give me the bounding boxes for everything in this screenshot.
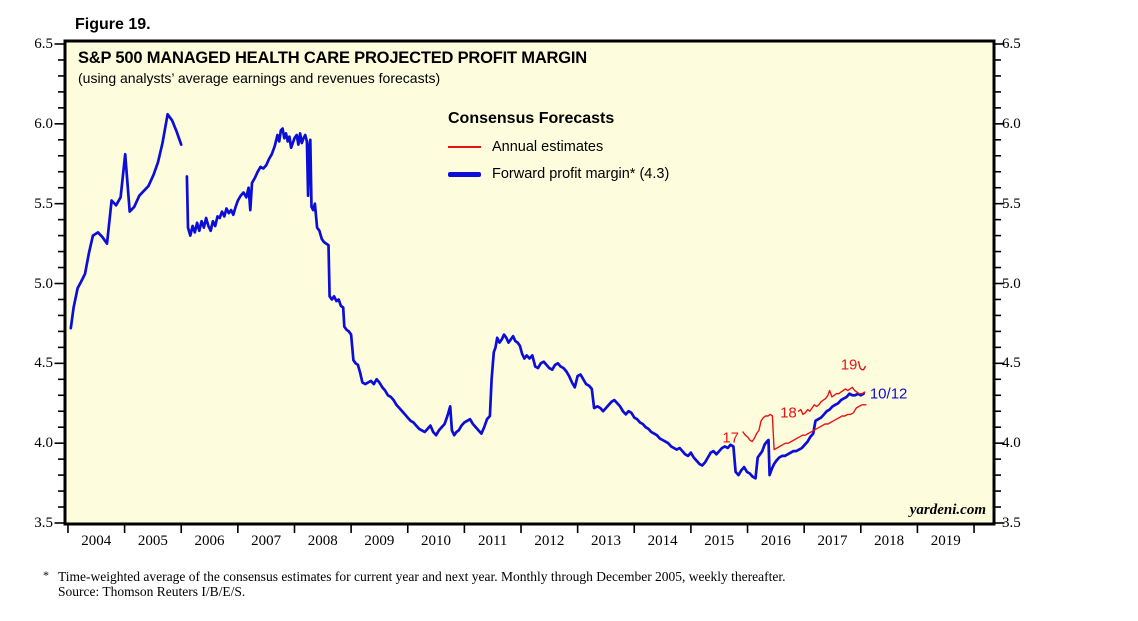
forward-profit-margin-line xyxy=(69,112,183,330)
x-axis-label: 2006 xyxy=(194,533,225,549)
y-axis-label-left: 6.5 xyxy=(34,36,53,52)
y-axis-label-right: 4.0 xyxy=(1002,435,1021,452)
y-axis-label-left: 6.0 xyxy=(34,115,53,132)
annual-estimates-line-swatch xyxy=(448,146,481,148)
annotation-17: 17 xyxy=(722,429,740,447)
x-axis-label: 2011 xyxy=(477,533,508,549)
plot-frame xyxy=(63,39,996,526)
annual-estimate-17-line xyxy=(742,404,867,451)
footnote-asterisk: * xyxy=(43,568,49,582)
axis-ticks xyxy=(54,43,1005,533)
y-axis-label-right: 3.5 xyxy=(1002,515,1021,531)
y-axis-label-right: 6.5 xyxy=(1002,36,1021,52)
legend-item-annual-estimates: Annual estimates xyxy=(448,139,669,155)
x-axis-label: 2017 xyxy=(817,533,848,549)
x-axis-label: 2019 xyxy=(930,533,961,549)
annotation-18: 18 xyxy=(780,404,797,422)
y-axis-label-right: 5.5 xyxy=(1002,195,1021,212)
x-axis-label: 2015 xyxy=(704,533,735,549)
y-axis-label-left: 4.5 xyxy=(34,355,53,372)
legend-item-forward-margin: Forward profit margin* (4.3) xyxy=(448,166,669,182)
x-axis-label: 2016 xyxy=(760,533,791,549)
forward-profit-margin-line xyxy=(185,127,865,480)
footnote-line2: Source: Thomson Reuters I/B/E/S. xyxy=(58,584,246,599)
annotation-19: 19 xyxy=(840,356,858,374)
legend-item-label: Forward profit margin* (4.3) xyxy=(492,166,670,182)
x-axis-label: 2014 xyxy=(647,533,678,549)
x-axis-label: 2008 xyxy=(307,533,338,549)
annual-estimate-19-line xyxy=(857,361,866,371)
forward-margin-line-swatch xyxy=(448,171,481,177)
y-axis-label-left: 5.5 xyxy=(34,195,53,212)
figure-label: Figure 19. xyxy=(75,16,151,33)
footnote-line1: Time-weighted average of the consensus e… xyxy=(58,569,786,584)
legend-title: Consensus Forecasts xyxy=(448,110,615,127)
y-axis-label-right: 6.0 xyxy=(1002,115,1021,132)
y-axis-label-right: 5.0 xyxy=(1002,275,1021,292)
annual-estimate-18-line xyxy=(797,386,866,416)
legend: Consensus Forecasts Annual estimates For… xyxy=(448,110,669,182)
x-axis-label: 2010 xyxy=(421,533,452,549)
x-axis-label: 2004 xyxy=(81,533,112,549)
x-axis-label: 2012 xyxy=(534,533,565,549)
y-axis-label-left: 4.0 xyxy=(34,435,53,452)
watermark: yardeni.com xyxy=(909,502,986,518)
x-axis-label: 2005 xyxy=(137,533,168,549)
y-axis-label-left: 3.5 xyxy=(34,515,53,531)
y-axis-label-left: 5.0 xyxy=(34,275,53,292)
footnote: * Time-weighted average of the consensus… xyxy=(43,568,786,599)
x-axis-label: 2009 xyxy=(364,533,395,549)
x-axis-label: 2007 xyxy=(251,533,282,549)
x-axis-label: 2013 xyxy=(590,533,621,549)
x-axis-label: 2018 xyxy=(874,533,905,549)
chart-title: S&P 500 MANAGED HEALTH CARE PROJECTED PR… xyxy=(78,49,587,67)
annotation-10-12: 10/12 xyxy=(869,385,908,403)
y-axis-label-right: 4.5 xyxy=(1002,355,1021,372)
chart-subtitle: (using analysts’ average earnings and re… xyxy=(78,70,441,86)
legend-item-label: Annual estimates xyxy=(492,139,604,155)
